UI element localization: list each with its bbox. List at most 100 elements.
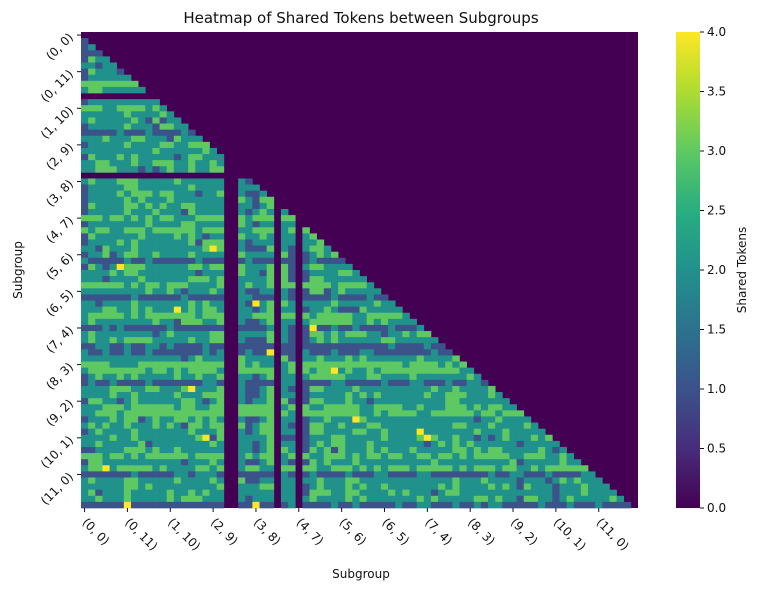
- heatmap-cell: [416, 324, 425, 332]
- heatmap-cell: [359, 355, 367, 362]
- heatmap-cell: [316, 428, 325, 436]
- heatmap-cell: [359, 398, 367, 405]
- heatmap-cell: [188, 355, 196, 362]
- heatmap-cell: [345, 501, 353, 509]
- heatmap-cell: [173, 373, 182, 381]
- heatmap-cell: [123, 434, 132, 442]
- heatmap-cell: [138, 166, 146, 173]
- heatmap-cell: [366, 434, 375, 442]
- heatmap-cell: [159, 233, 168, 240]
- heatmap-cell: [130, 190, 139, 198]
- heatmap-cell: [138, 282, 146, 289]
- heatmap-cell: [130, 196, 139, 204]
- heatmap-cell: [138, 184, 146, 192]
- heatmap-cell: [330, 422, 339, 430]
- heatmap-cell: [216, 459, 225, 466]
- heatmap-cell: [130, 276, 139, 283]
- heatmap-cell: [180, 471, 189, 478]
- heatmap-cell: [309, 251, 317, 259]
- heatmap-cell: [109, 190, 118, 198]
- heatmap-cell: [259, 208, 268, 216]
- heatmap-cell: [302, 453, 310, 460]
- heatmap-cell: [252, 465, 260, 472]
- heatmap-cell: [259, 337, 268, 344]
- heatmap-cell: [109, 349, 118, 356]
- heatmap-cell: [309, 337, 317, 344]
- heatmap-cell: [238, 257, 246, 265]
- heatmap-cell: [81, 99, 89, 106]
- heatmap-cell: [338, 282, 346, 289]
- heatmap-cell: [452, 392, 460, 399]
- heatmap-cell: [466, 483, 475, 491]
- heatmap-cell: [480, 501, 489, 509]
- heatmap-cell: [338, 343, 346, 350]
- heatmap-cell: [88, 404, 96, 411]
- heatmap-cell: [559, 489, 567, 497]
- heatmap-cell: [430, 349, 439, 356]
- heatmap-cell: [430, 428, 439, 436]
- heatmap-cell: [302, 257, 310, 265]
- heatmap-cell: [345, 410, 353, 417]
- heatmap-cell: [466, 440, 475, 448]
- heatmap-cell: [209, 233, 218, 240]
- heatmap-cell: [81, 166, 89, 173]
- y-tick-label: (3, 8): [43, 177, 76, 210]
- heatmap-cell: [88, 477, 96, 484]
- heatmap-cell: [366, 410, 375, 417]
- heatmap-cell: [116, 184, 125, 192]
- heatmap-cell: [145, 245, 153, 253]
- heatmap-cell: [259, 263, 268, 271]
- heatmap-cell: [280, 459, 289, 466]
- y-tick-label: (9, 2): [43, 396, 76, 429]
- heatmap-cell: [195, 361, 203, 368]
- heatmap-cell: [288, 373, 296, 381]
- heatmap-cell: [409, 440, 417, 448]
- heatmap-cell: [216, 434, 225, 442]
- heatmap-cell: [302, 294, 310, 301]
- heatmap-cell: [380, 495, 389, 503]
- heatmap-cell: [123, 111, 132, 118]
- heatmap-cell: [145, 428, 153, 436]
- heatmap-cell: [302, 239, 310, 246]
- heatmap-cell: [302, 276, 310, 283]
- heatmap-cell: [195, 215, 203, 222]
- heatmap-cell: [216, 270, 225, 277]
- heatmap-cell: [116, 282, 125, 289]
- heatmap-cell: [280, 300, 289, 307]
- heatmap-cell: [130, 282, 139, 289]
- heatmap-cell: [388, 404, 396, 411]
- heatmap-cell: [195, 367, 203, 375]
- heatmap-cell: [195, 276, 203, 283]
- heatmap-cell: [159, 337, 168, 344]
- heatmap-cell: [209, 501, 218, 509]
- heatmap-cell: [130, 367, 139, 375]
- heatmap-cell: [309, 379, 317, 387]
- heatmap-cell: [252, 294, 260, 301]
- heatmap-cell: [538, 459, 546, 466]
- heatmap-cell: [330, 428, 339, 436]
- heatmap-cell: [338, 495, 346, 503]
- heatmap-cell: [545, 471, 553, 478]
- heatmap-cell: [302, 343, 310, 350]
- heatmap-cell: [159, 196, 168, 204]
- heatmap-cell: [538, 489, 546, 497]
- heatmap-cell: [180, 404, 189, 411]
- heatmap-cell: [288, 483, 296, 491]
- heatmap-cell: [145, 257, 153, 265]
- heatmap-cell: [195, 306, 203, 314]
- heatmap-cell: [330, 270, 339, 277]
- heatmap-cell: [81, 434, 89, 442]
- heatmap-cell: [95, 459, 103, 466]
- heatmap-cell: [438, 428, 446, 436]
- heatmap-cell: [195, 483, 203, 491]
- heatmap-cell: [130, 239, 139, 246]
- heatmap-cell: [566, 471, 575, 478]
- heatmap-cell: [166, 392, 175, 399]
- heatmap-cell: [95, 215, 103, 222]
- heatmap-cell: [202, 465, 210, 472]
- heatmap-cell: [488, 392, 496, 399]
- heatmap-cell: [138, 355, 146, 362]
- heatmap-cell: [516, 434, 525, 442]
- heatmap-cell: [216, 355, 225, 362]
- heatmap-cell: [95, 367, 103, 375]
